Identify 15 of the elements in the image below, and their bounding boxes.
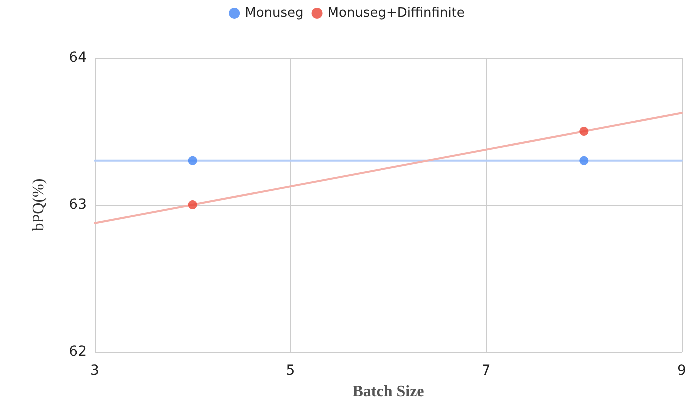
x-tick-label: 5 [286,363,296,379]
y-tick-label: 63 [69,197,87,213]
y-axis-title: bPQ(%) [30,178,48,232]
x-axis-title: Batch Size [352,384,424,400]
legend-label: Monuseg+Diffinfinite [328,6,465,21]
x-tick-label: 3 [90,363,100,379]
x-tick-label: 9 [678,363,686,379]
point [188,156,198,166]
point [580,156,589,166]
point [580,127,589,136]
point [188,200,198,210]
y-tick-label: 64 [69,50,88,66]
x-tick-label: 7 [482,363,491,379]
y-tick-label: 62 [69,344,87,360]
legend-label: Monuseg [245,6,304,21]
